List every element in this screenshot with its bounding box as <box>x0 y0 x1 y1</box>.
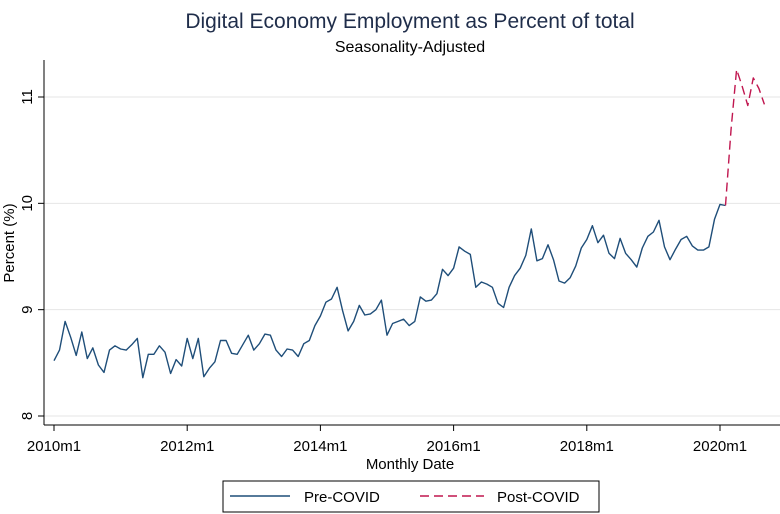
x-tick-label-2010m1: 2010m1 <box>27 438 81 455</box>
x-tick-label-2012m1: 2012m1 <box>160 438 214 455</box>
y-tick-label-8: 8 <box>19 412 36 420</box>
x-axis-ticks: 2010m1 2012m1 2014m1 2016m1 2018m1 2020m1 <box>27 425 747 455</box>
chart-title: Digital Economy Employment as Percent of… <box>185 10 634 33</box>
legend-label-pre-covid: Pre-COVID <box>304 489 380 506</box>
x-axis-label: Monthly Date <box>366 456 454 473</box>
x-tick-label-2014m1: 2014m1 <box>293 438 347 455</box>
y-axis-label: Percent (%) <box>1 203 18 282</box>
series-lines <box>53 68 766 379</box>
x-tick-label-2020m1: 2020m1 <box>693 438 747 455</box>
y-tick-label-11: 11 <box>19 89 36 105</box>
y-axis-ticks: 8 9 10 11 <box>19 89 44 420</box>
x-tick-label-2016m1: 2016m1 <box>426 438 480 455</box>
legend: Pre-COVID Post-COVID <box>222 480 600 513</box>
legend-label-post-covid: Post-COVID <box>497 489 580 506</box>
series-line-post-covid <box>724 68 766 206</box>
y-tick-label-10: 10 <box>19 195 36 212</box>
gridlines <box>44 96 780 417</box>
series-line-pre-covid <box>53 203 726 379</box>
x-tick-label-2018m1: 2018m1 <box>560 438 614 455</box>
y-tick-label-9: 9 <box>19 305 36 313</box>
chart-subtitle: Seasonality-Adjusted <box>335 39 485 56</box>
